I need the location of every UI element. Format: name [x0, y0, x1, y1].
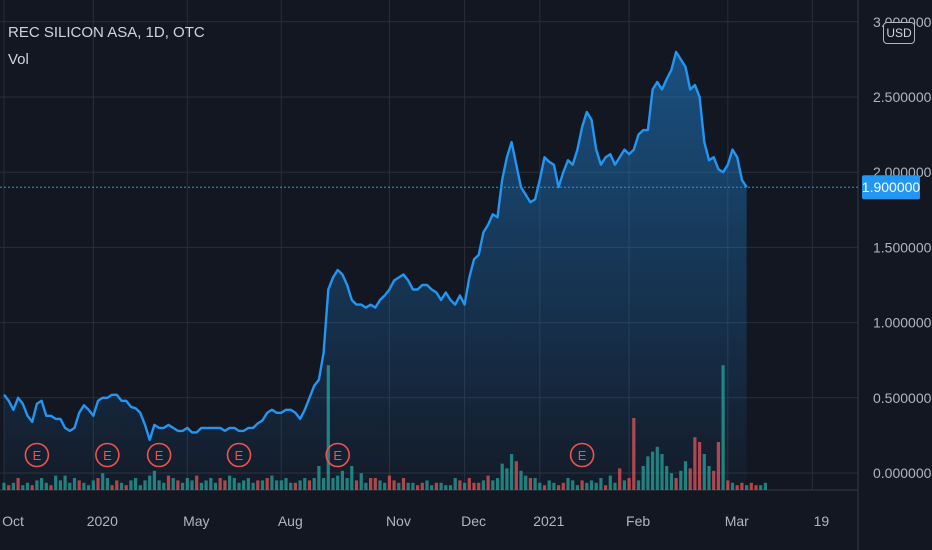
earnings-marker[interactable]: E — [146, 442, 172, 468]
earnings-circle — [146, 442, 172, 468]
symbol-title[interactable]: REC SILICON ASA, 1D, OTC — [8, 24, 205, 41]
time-tick-label: Mar — [725, 513, 749, 529]
time-axis[interactable]: Oct 2020 May Aug Nov Dec 2021 Feb Mar 19 — [2, 513, 829, 529]
price-area-fill — [4, 51, 747, 491]
time-tick-label: 19 — [814, 513, 830, 529]
time-tick-label: May — [183, 513, 209, 529]
volume-label[interactable]: Vol — [8, 51, 29, 68]
earnings-letter: E — [155, 448, 164, 463]
currency-button[interactable]: USD — [883, 22, 915, 44]
chart-legend: REC SILICON ASA, 1D, OTC Vol — [8, 24, 205, 68]
time-tick-label: Feb — [626, 513, 650, 529]
price-tick-label: 0.000000 — [873, 465, 932, 481]
last-price-tag: 1.900000 — [862, 175, 921, 200]
price-tick-label: 1.500000 — [873, 239, 932, 255]
earnings-marker[interactable]: E — [325, 442, 351, 468]
time-tick-label: Aug — [278, 513, 303, 529]
earnings-circle — [569, 442, 595, 468]
time-tick-label: Dec — [461, 513, 486, 529]
earnings-circle — [226, 442, 252, 468]
earnings-marker[interactable]: E — [226, 442, 252, 468]
price-tick-label: 0.500000 — [873, 390, 932, 406]
last-price-value: 1.900000 — [862, 179, 921, 195]
earnings-circle — [325, 442, 351, 468]
volume-bar — [749, 482, 753, 490]
time-tick-label: 2021 — [533, 513, 564, 529]
earnings-letter: E — [103, 448, 112, 463]
time-tick-label: 2020 — [87, 513, 118, 529]
earnings-letter: E — [578, 448, 587, 463]
volume-bar — [759, 485, 763, 490]
price-tick-label: 2.500000 — [873, 89, 932, 105]
time-tick-label: Nov — [386, 513, 411, 529]
volume-bar — [763, 482, 767, 490]
price-tick-label: 1.000000 — [873, 315, 932, 331]
earnings-letter: E — [33, 448, 42, 463]
time-tick-label: Oct — [2, 513, 24, 529]
price-axis[interactable]: 0.0000000.5000001.0000001.5000002.000000… — [873, 14, 932, 481]
earnings-marker[interactable]: E — [95, 442, 120, 468]
earnings-letter: E — [235, 448, 244, 463]
volume-bar — [754, 485, 758, 490]
earnings-marker[interactable]: E — [24, 442, 50, 468]
price-line — [3, 50, 748, 442]
earnings-circle — [95, 442, 120, 468]
earnings-marker[interactable]: E — [569, 442, 595, 468]
earnings-letter: E — [333, 448, 342, 463]
earnings-circle — [24, 442, 50, 468]
